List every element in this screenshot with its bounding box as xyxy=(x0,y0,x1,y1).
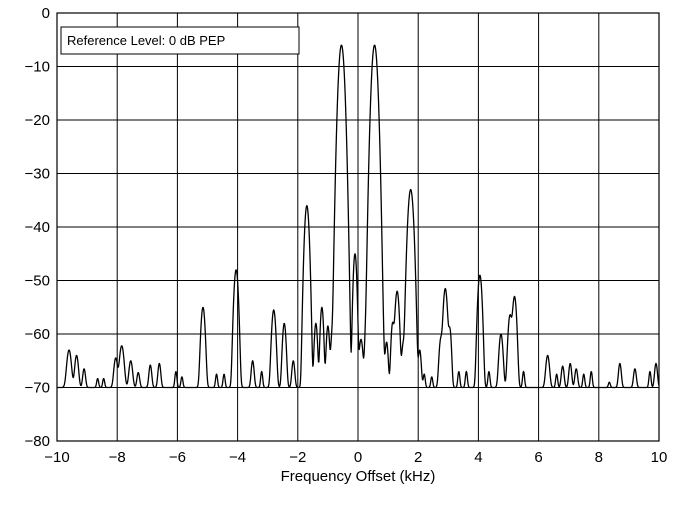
x-tick-label: 6 xyxy=(534,449,542,466)
plot-frame xyxy=(56,12,660,442)
y-axis-ticks: 0 −10 −20 −30 −40 −50 −60 −70 −80 xyxy=(25,5,50,450)
spectrum-trace xyxy=(56,44,660,389)
x-tick-label: 10 xyxy=(651,449,668,466)
y-tick-label: −70 xyxy=(25,380,50,397)
reference-annotation: Reference Level: 0 dB PEP xyxy=(60,26,300,55)
x-tick-label: −2 xyxy=(289,449,306,466)
x-axis-label: Frequency Offset (kHz) xyxy=(281,468,436,485)
y-tick-label: −20 xyxy=(25,112,50,129)
y-tick-label: −50 xyxy=(25,273,50,290)
x-tick-label: 2 xyxy=(414,449,422,466)
x-tick-label: −8 xyxy=(109,449,126,466)
y-tick-label: −40 xyxy=(25,219,50,236)
x-tick-label: −6 xyxy=(169,449,186,466)
x-tick-label: −4 xyxy=(229,449,246,466)
annotation-box xyxy=(60,26,300,55)
annotation-text: Reference Level: 0 dB PEP xyxy=(67,33,225,48)
x-tick-label: 8 xyxy=(595,449,603,466)
x-tick-label: −10 xyxy=(44,449,69,466)
y-tick-label: −10 xyxy=(25,59,50,76)
y-tick-label: 0 xyxy=(42,5,50,22)
x-tick-label: 4 xyxy=(474,449,482,466)
y-tick-label: −80 xyxy=(25,433,50,450)
y-tick-label: −60 xyxy=(25,326,50,343)
y-tick-label: −30 xyxy=(25,166,50,183)
x-axis-ticks: −10 −8 −6 −4 −2 0 2 4 6 8 10 xyxy=(44,449,667,466)
x-tick-label: 0 xyxy=(354,449,362,466)
